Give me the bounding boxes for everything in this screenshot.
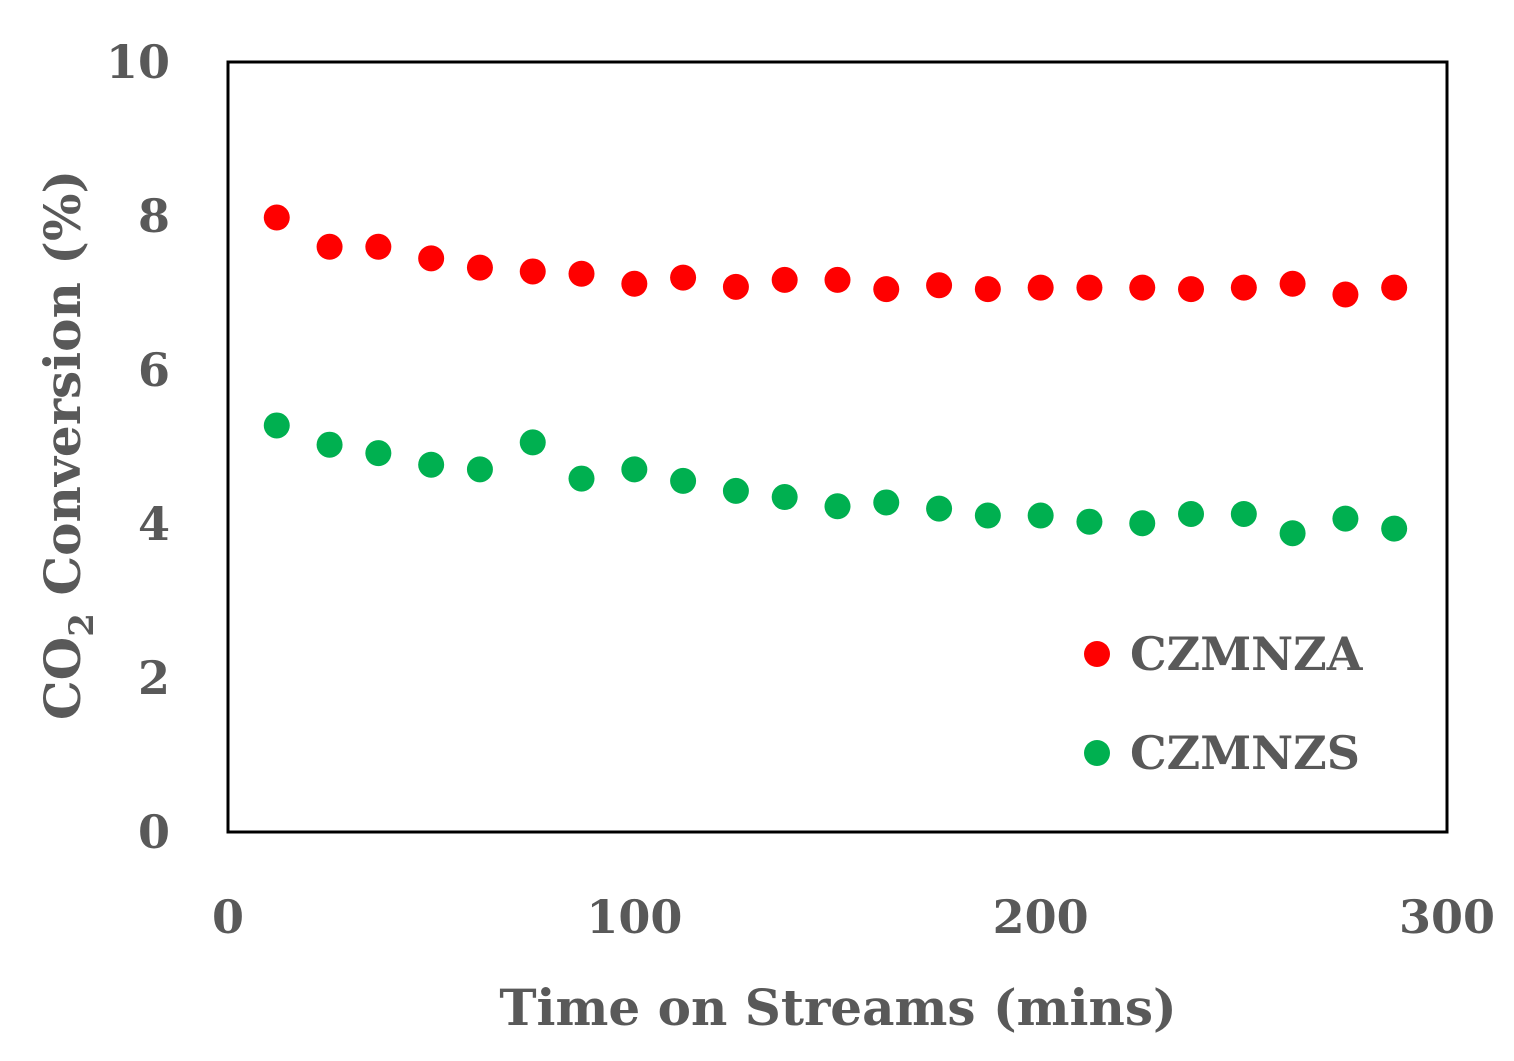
data-point-czmnzs [621,456,648,483]
data-point-czmnza [873,276,900,303]
y-tick-label: 6 [138,343,170,397]
x-tick-label: 300 [1399,890,1495,944]
data-point-czmnzs [466,456,493,483]
data-point-czmnza [1076,274,1103,301]
data-points [263,204,1408,547]
data-point-czmnza [1279,270,1306,297]
data-point-czmnzs [1332,505,1359,532]
y-tick-label: 8 [138,189,170,243]
data-point-czmnzs [670,467,697,494]
data-point-czmnzs [1027,502,1054,529]
data-point-czmnza [1129,274,1156,301]
y-axis-title-main: CO [33,637,92,720]
x-tick-label: 100 [586,890,682,944]
data-point-czmnzs [926,495,953,522]
data-point-czmnza [418,245,445,272]
data-point-czmnzs [316,431,343,458]
y-tick-label: 10 [106,35,170,89]
data-point-czmnza [519,258,546,285]
data-point-czmnzs [263,412,290,439]
data-point-czmnzs [771,484,798,511]
data-point-czmnzs [1381,515,1408,542]
legend-marker-czmnzs [1084,740,1110,766]
data-point-czmnza [568,260,595,287]
data-point-czmnzs [519,429,546,456]
data-point-czmnzs [568,465,595,492]
data-point-czmnza [771,266,798,293]
data-point-czmnza [1027,274,1054,301]
data-point-czmnzs [722,477,749,504]
data-point-czmnza [466,254,493,281]
data-point-czmnza [1381,274,1408,301]
x-axis-ticks: 0 100 200 300 [212,890,1495,944]
data-point-czmnza [670,264,697,291]
data-point-czmnza [263,204,290,231]
data-point-czmnza [1230,274,1257,301]
data-point-czmnzs [1178,500,1205,527]
y-axis-title-subscript: 2 [62,613,102,637]
data-point-czmnzs [418,451,445,478]
y-tick-label: 4 [138,497,170,551]
y-tick-label: 0 [138,805,170,859]
legend-marker-czmnza [1084,641,1110,667]
x-axis-title: Time on Streams (mins) [499,978,1176,1037]
data-point-czmnza [1332,281,1359,308]
y-tick-label: 2 [138,651,170,705]
data-point-czmnzs [824,493,851,520]
data-point-czmnza [365,233,392,260]
y-axis-title-rest: Conversion (%) [33,170,92,613]
x-tick-label: 0 [212,890,244,944]
data-point-czmnzs [365,440,392,467]
legend-label-czmnzs: CZMNZS [1130,726,1360,780]
data-point-czmnzs [1076,508,1103,535]
plot-area-frame [226,60,1449,834]
legend-label-czmnza: CZMNZA [1130,627,1364,681]
y-axis-title: CO2 Conversion (%) [33,170,102,720]
y-axis-ticks: 0 2 4 6 8 10 [106,35,170,859]
data-point-czmnzs [873,489,900,516]
data-point-czmnza [722,273,749,300]
data-point-czmnza [926,272,953,299]
data-point-czmnzs [974,502,1001,529]
data-point-czmnzs [1129,510,1156,537]
data-point-czmnza [974,276,1001,303]
x-tick-label: 200 [993,890,1089,944]
legend: CZMNZA CZMNZS [1084,627,1364,780]
data-point-czmnza [621,270,648,297]
data-point-czmnza [316,233,343,260]
data-point-czmnzs [1279,520,1306,547]
data-point-czmnzs [1230,500,1257,527]
data-point-czmnza [824,266,851,293]
data-point-czmnza [1178,276,1205,303]
